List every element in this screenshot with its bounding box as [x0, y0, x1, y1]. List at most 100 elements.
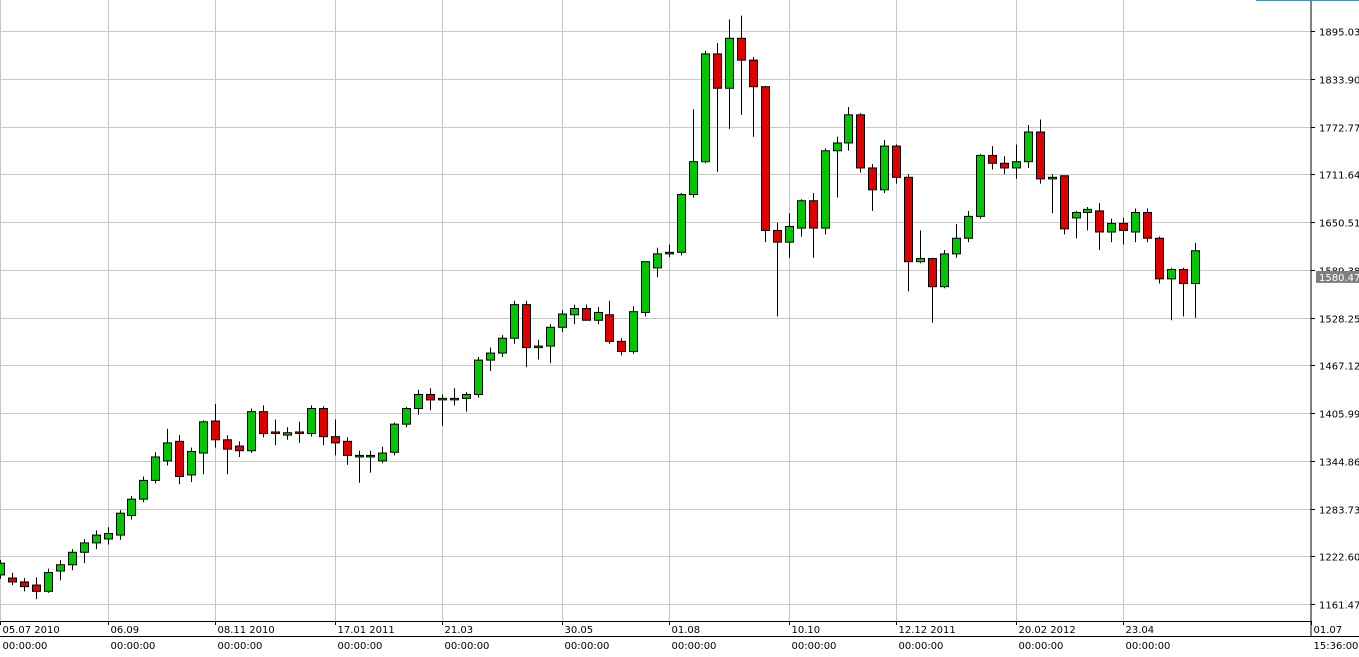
candle-body-up [307, 408, 316, 435]
candle-body-down [892, 145, 901, 178]
candle-body-down [259, 411, 268, 435]
candle-body-down [223, 439, 232, 450]
candle-body-up [247, 411, 256, 452]
candle-body-up [665, 251, 674, 255]
candle-body-up [163, 442, 172, 462]
y-tick-label: 1895.03 [1319, 28, 1359, 39]
candle-body-up [785, 226, 794, 243]
candle-body-down [211, 420, 220, 441]
x-tick-date-label: 06.09 [111, 625, 140, 636]
candle-body-down [582, 308, 591, 321]
candle-body-up [677, 194, 686, 253]
candle-body-up [821, 150, 830, 229]
candle-body-up [952, 237, 961, 255]
candle-body-down [1155, 237, 1164, 280]
candle-body-up [880, 145, 889, 191]
y-tick-label: 1222.60 [1319, 553, 1359, 564]
y-tick-label: 1467.12 [1319, 362, 1359, 373]
x-tick-time-label: 00:00:00 [111, 641, 156, 652]
candle-body-up [641, 261, 650, 313]
x-axis-ticks: 05.07 2010 00:00:00 06.09 00:00:00 08.11 201… [0, 621, 1359, 652]
candle-body-down [175, 440, 184, 477]
candle-body-up [283, 432, 292, 436]
candle-body-up [139, 479, 148, 500]
candle-body-up [546, 326, 555, 347]
x-tick-time-label: 00:00:00 [899, 641, 944, 652]
x-tick-time-label: 00:00:00 [565, 641, 610, 652]
candle-body-up [1167, 268, 1176, 280]
candle-body-down [1119, 222, 1128, 231]
candle-body-down [773, 229, 782, 243]
candle-body-up [474, 359, 483, 395]
y-tick-label: 1650.51 [1319, 219, 1359, 230]
x-tick-date-label: 01.07 [1314, 625, 1343, 636]
candle-body-up [701, 53, 710, 163]
candle-body-up [438, 397, 447, 401]
x-tick-time-label: 00:00:00 [218, 641, 263, 652]
candle-body-down [988, 154, 997, 164]
candle-body-up [56, 564, 65, 572]
candle-body-up [833, 142, 842, 152]
x-tick-date-label: 10.10 [792, 625, 821, 636]
x-tick-time-label: 15:36:00 [1314, 641, 1359, 652]
candle-body-up [916, 258, 925, 263]
candle-body-up [1107, 222, 1116, 233]
candle-body-down [522, 304, 531, 349]
y-tick-label: 1528.25 [1319, 315, 1359, 326]
candle-body-down [295, 431, 304, 434]
x-tick-time-label: 00:00:00 [1019, 641, 1064, 652]
candle-body-up [594, 311, 603, 321]
candle-body-up [116, 512, 125, 536]
candle-body-down [343, 440, 352, 456]
candle-body-up [355, 454, 364, 458]
candle-body-down [20, 581, 29, 588]
candle-body-down [749, 59, 758, 88]
candle-body-up [844, 114, 853, 144]
candle-body-down [32, 584, 41, 592]
x-tick-date-label: 23.04 [1126, 625, 1155, 636]
candle-body-up [653, 253, 662, 269]
x-tick-date-label: 12.12 2011 [899, 625, 956, 636]
candle-body-down [737, 37, 746, 61]
candle-body-down [617, 340, 626, 353]
y-tick-label: 1711.64 [1319, 171, 1359, 182]
x-tick-date-label: 30.05 [565, 625, 594, 636]
candle-body-down [271, 431, 280, 434]
candle-body-up [68, 551, 77, 566]
x-tick-time-label: 00:00:00 [338, 641, 383, 652]
candle-body-down [605, 314, 614, 342]
candle-body-up [1048, 176, 1057, 180]
candle-body-up [44, 572, 53, 592]
candle-body-up [510, 304, 519, 339]
candle-body-up [104, 533, 113, 540]
candle-body-up [378, 452, 387, 462]
candle-body-up [976, 154, 985, 217]
candle-body-up [1083, 208, 1092, 213]
candle-body-down [1060, 175, 1069, 230]
candle-body-up [80, 542, 89, 553]
candle-body-up [1072, 211, 1081, 219]
candle-body-down [1095, 210, 1104, 233]
candle-body-down [1036, 131, 1045, 180]
candle-body-up [534, 345, 543, 349]
candle-body-down [331, 436, 340, 444]
x-tick-time-label: 00:00:00 [445, 641, 490, 652]
current-price-badge: 1580.47 [1316, 270, 1359, 284]
candle-body-down [1000, 162, 1009, 169]
x-tick-date-label: 17.01 2011 [338, 625, 395, 636]
candle-body-down [235, 445, 244, 452]
candle-body-down [1143, 211, 1152, 239]
candle-body-down [809, 200, 818, 229]
candle-body-up [725, 37, 734, 89]
candle-body-up [797, 200, 806, 229]
candle-body-down [928, 258, 937, 288]
x-tick-date-label: 21.03 [445, 625, 474, 636]
candle-body-up [498, 337, 507, 354]
x-tick-date-label: 08.11 2010 [218, 625, 275, 636]
candle-body-down [426, 393, 435, 401]
candle-body-up [366, 454, 375, 458]
candle-body-up [450, 397, 459, 401]
candle-body-up [92, 534, 101, 544]
candles [0, 15, 1200, 600]
